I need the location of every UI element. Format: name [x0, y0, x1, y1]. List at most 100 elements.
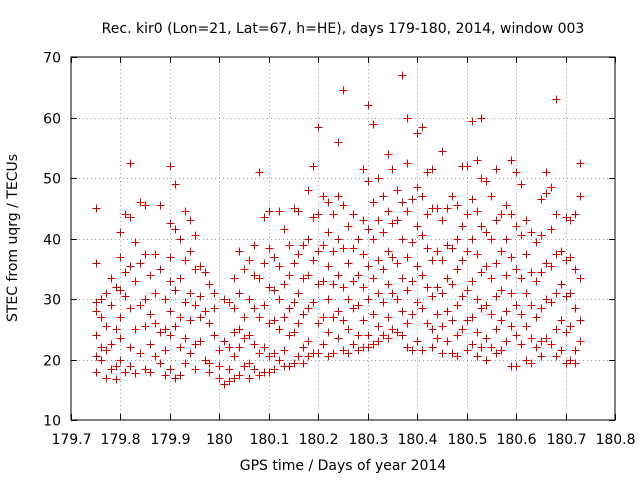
data-point [349, 340, 358, 349]
data-point [215, 346, 224, 355]
data-point [492, 349, 501, 358]
data-point [507, 322, 516, 331]
data-point [299, 310, 308, 319]
data-point [477, 114, 486, 123]
data-point [92, 331, 101, 340]
data-point [319, 241, 328, 250]
data-point [102, 374, 111, 383]
data-point [171, 225, 180, 234]
data-point [201, 268, 210, 277]
data-point [566, 356, 575, 365]
data-point [458, 325, 467, 334]
data-point [304, 337, 313, 346]
data-point [280, 346, 289, 355]
data-point [557, 346, 566, 355]
data-point [280, 313, 289, 322]
data-point [502, 271, 511, 280]
x-tick-label: 180.1 [249, 432, 289, 448]
data-point [116, 228, 125, 237]
data-point [171, 180, 180, 189]
data-point [571, 359, 580, 368]
data-point [126, 304, 135, 313]
data-point [487, 343, 496, 352]
data-point [141, 365, 150, 374]
data-point [290, 298, 299, 307]
data-point [270, 349, 279, 358]
data-point [102, 322, 111, 331]
data-point [379, 192, 388, 201]
y-tick-label: 30 [43, 293, 61, 309]
data-point [166, 307, 175, 316]
data-point [255, 371, 264, 380]
data-point [576, 159, 585, 168]
data-point [92, 259, 101, 268]
chart-title: Rec. kir0 (Lon=21, Lat=67, h=HE), days 1… [102, 21, 585, 37]
data-point [468, 277, 477, 286]
data-point [136, 259, 145, 268]
data-point [438, 216, 447, 225]
data-point [339, 244, 348, 253]
data-point [433, 310, 442, 319]
data-point [463, 247, 472, 256]
data-point [369, 340, 378, 349]
data-point [384, 280, 393, 289]
data-point [146, 340, 155, 349]
data-point [319, 192, 328, 201]
data-point [359, 216, 368, 225]
data-point [403, 253, 412, 262]
data-point [240, 265, 249, 274]
data-point [112, 325, 121, 334]
data-point [131, 277, 140, 286]
data-point [492, 165, 501, 174]
data-point [285, 304, 294, 313]
data-point [196, 337, 205, 346]
data-point [285, 362, 294, 371]
data-point [304, 304, 313, 313]
data-point [359, 316, 368, 325]
data-point [196, 262, 205, 271]
data-point [334, 138, 343, 147]
data-point [141, 295, 150, 304]
data-point [225, 343, 234, 352]
data-point [413, 183, 422, 192]
data-point [250, 340, 259, 349]
data-point [458, 222, 467, 231]
data-point [398, 274, 407, 283]
data-point [235, 343, 244, 352]
data-point [102, 289, 111, 298]
data-point [225, 298, 234, 307]
data-point [136, 198, 145, 207]
data-point [92, 298, 101, 307]
data-point [364, 295, 373, 304]
data-point [92, 368, 101, 377]
data-point [552, 289, 561, 298]
data-point [571, 346, 580, 355]
data-point [566, 322, 575, 331]
data-point [502, 337, 511, 346]
data-point [552, 325, 561, 334]
data-point [225, 377, 234, 386]
data-point [334, 235, 343, 244]
data-point [112, 375, 121, 384]
data-point [161, 295, 170, 304]
data-point [270, 316, 279, 325]
data-point [161, 325, 170, 334]
data-point [537, 268, 546, 277]
data-point [379, 331, 388, 340]
data-point [121, 292, 130, 301]
data-point [141, 250, 150, 259]
data-point [290, 259, 299, 268]
data-point [557, 247, 566, 256]
data-point [463, 162, 472, 171]
data-point [364, 343, 373, 352]
data-point [126, 159, 135, 168]
data-point [265, 319, 274, 328]
data-point [240, 362, 249, 371]
data-point [443, 337, 452, 346]
data-point [527, 359, 536, 368]
data-point [512, 222, 521, 231]
data-point [349, 304, 358, 313]
data-point [487, 192, 496, 201]
data-point [547, 340, 556, 349]
data-point [275, 325, 284, 334]
